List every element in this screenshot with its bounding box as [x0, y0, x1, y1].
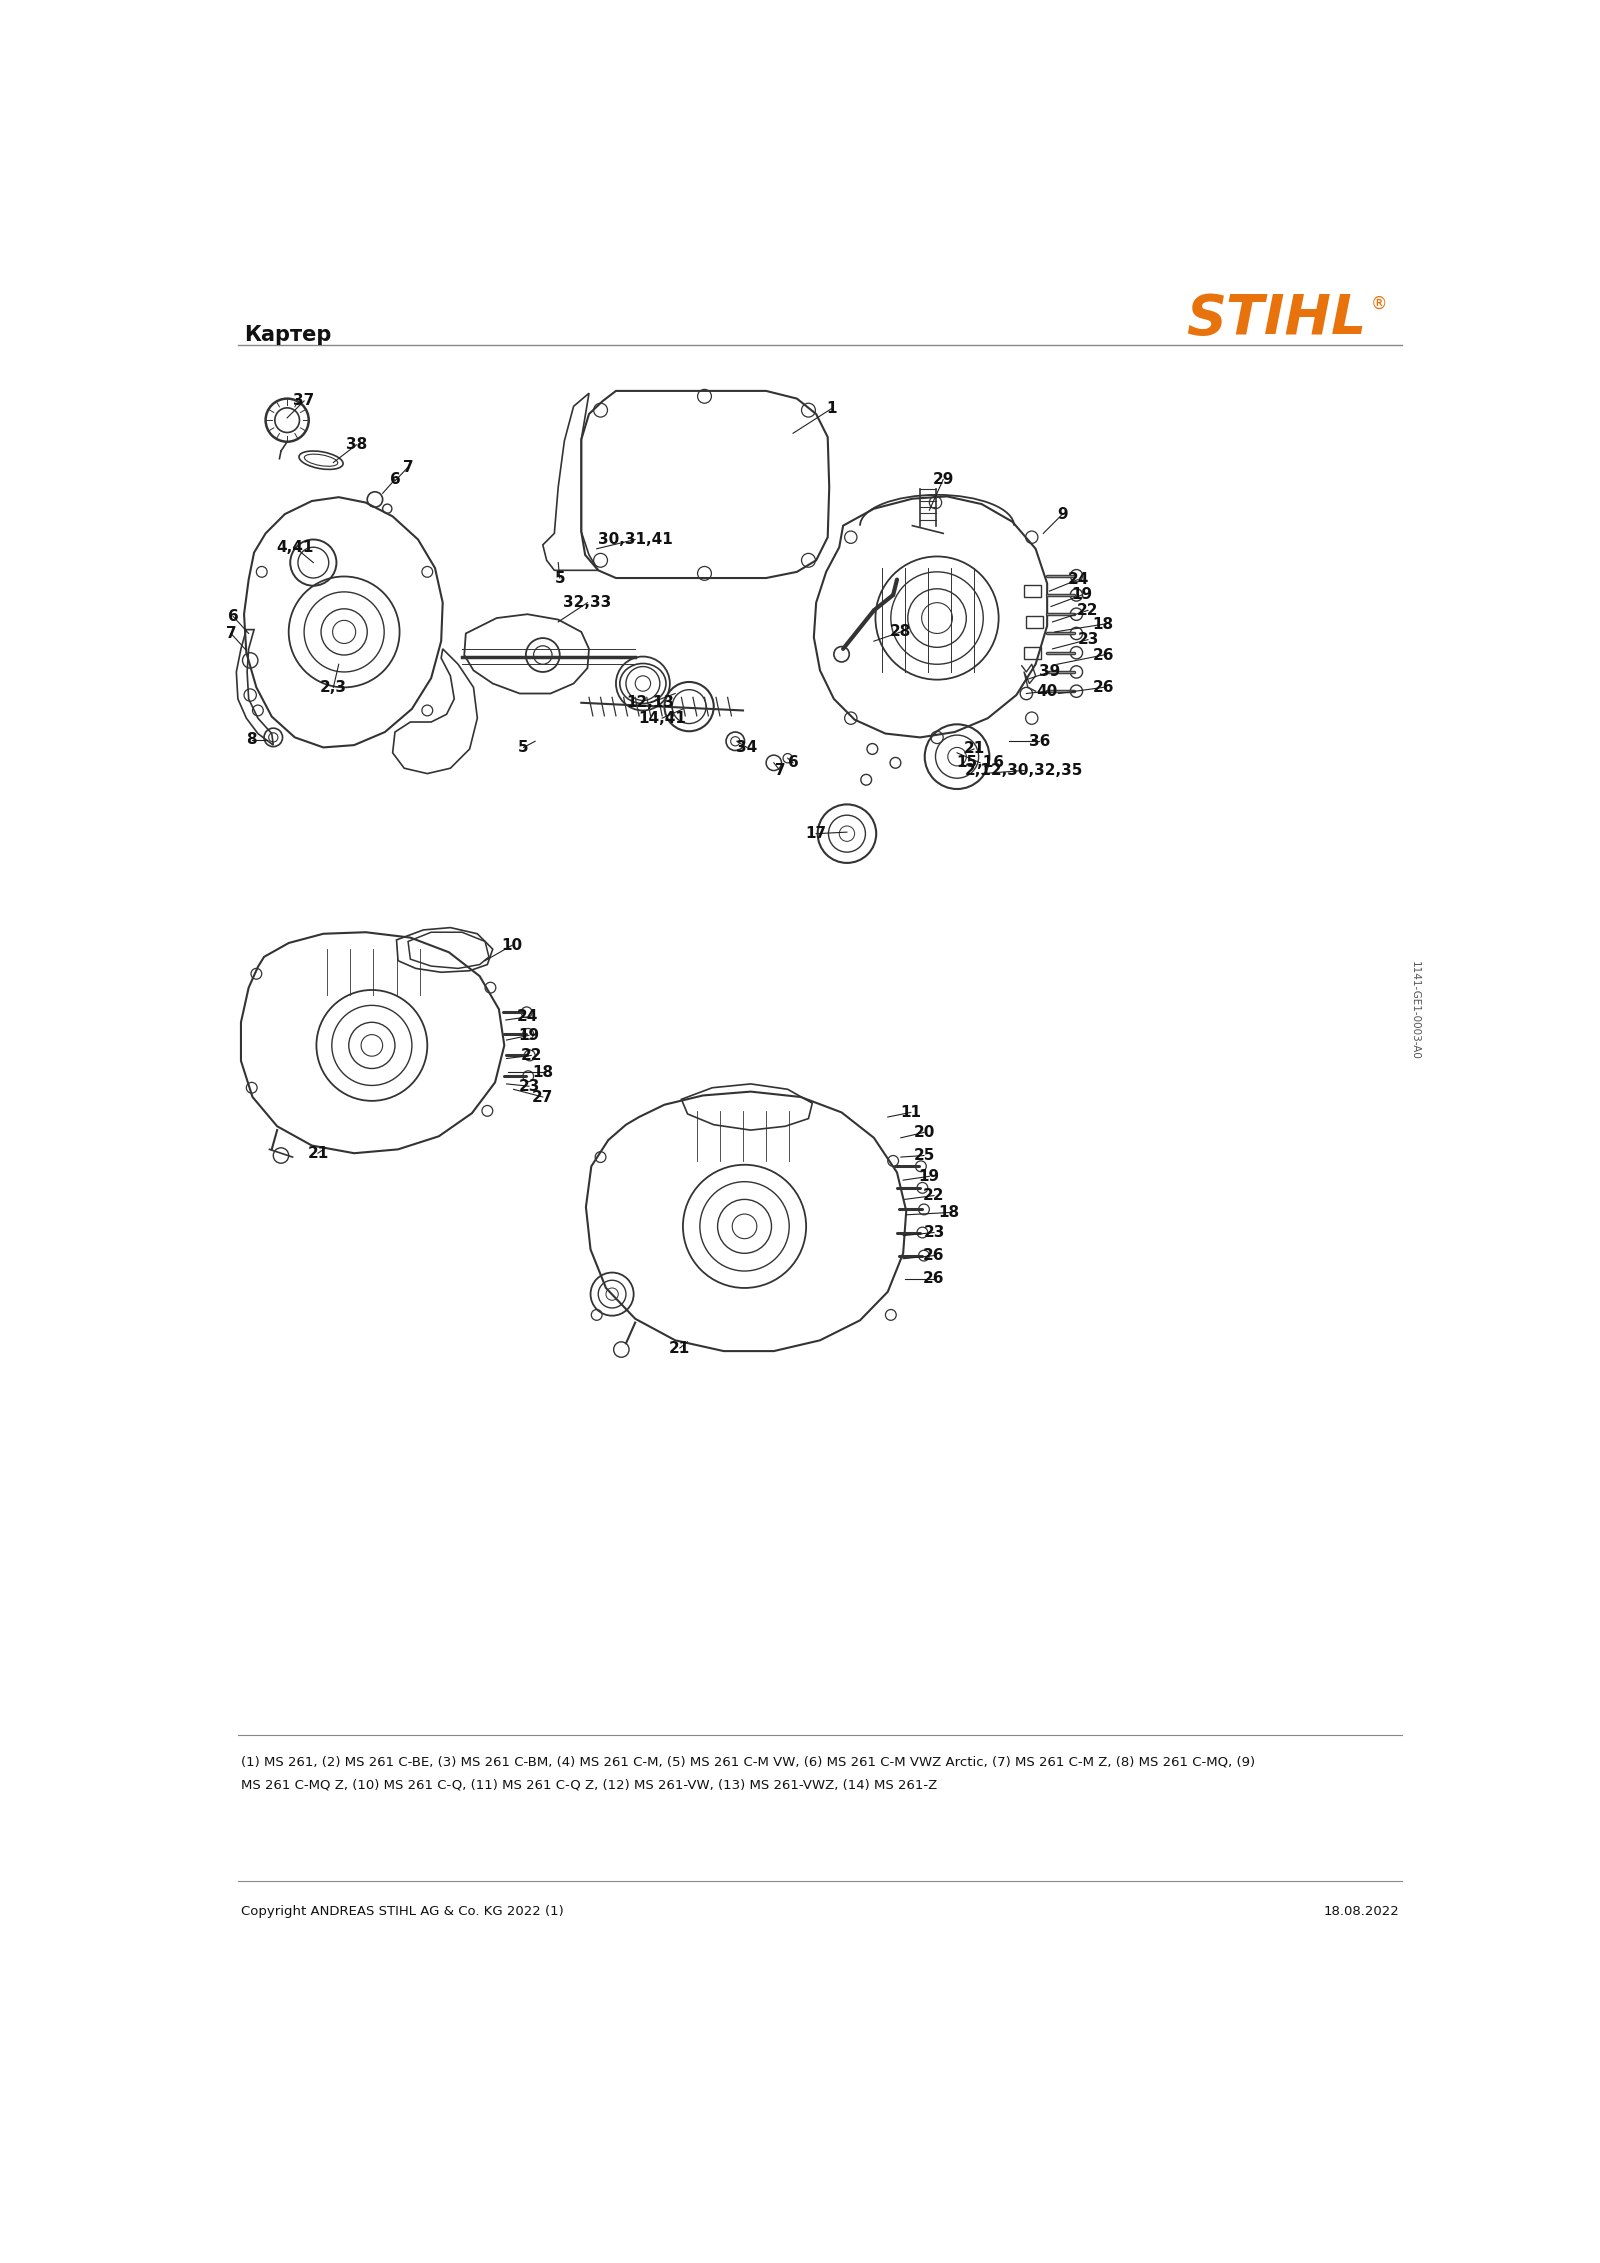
Text: 36: 36	[1029, 733, 1050, 749]
Text: STIHL: STIHL	[1186, 292, 1366, 346]
Text: 9: 9	[1058, 507, 1067, 520]
Text: 22: 22	[1077, 602, 1099, 618]
Text: 23: 23	[923, 1224, 944, 1240]
Text: Copyright ANDREAS STIHL AG & Co. KG 2022 (1): Copyright ANDREAS STIHL AG & Co. KG 2022…	[242, 1905, 563, 1919]
Text: 20: 20	[914, 1125, 934, 1141]
Text: 26: 26	[1093, 679, 1114, 695]
Text: 19: 19	[1072, 588, 1093, 602]
Text: 26: 26	[923, 1249, 944, 1263]
Text: 10: 10	[501, 937, 523, 953]
Text: 21: 21	[307, 1145, 328, 1161]
Text: 25: 25	[914, 1147, 934, 1163]
Text: 23: 23	[1077, 631, 1099, 647]
Text: 34: 34	[736, 740, 757, 756]
Text: 1: 1	[826, 401, 837, 416]
Text: 6: 6	[389, 473, 400, 487]
Text: 1141-GE1-0003-A0: 1141-GE1-0003-A0	[1410, 962, 1419, 1059]
Text: 30,31,41: 30,31,41	[598, 532, 672, 548]
Text: Картер: Картер	[245, 324, 331, 344]
Text: 12,13: 12,13	[627, 695, 675, 711]
Text: ®: ®	[1371, 294, 1387, 312]
Text: 22: 22	[520, 1048, 542, 1064]
Text: 29: 29	[933, 473, 954, 487]
Text: 19: 19	[918, 1168, 939, 1184]
Text: 2,12,30,32,35: 2,12,30,32,35	[965, 763, 1083, 778]
Text: 5: 5	[518, 740, 530, 756]
Text: 23: 23	[518, 1079, 539, 1093]
Text: 22: 22	[923, 1188, 944, 1204]
Text: 18.08.2022: 18.08.2022	[1323, 1905, 1398, 1919]
Text: 8: 8	[246, 733, 258, 747]
Text: 6: 6	[787, 756, 798, 769]
Text: 24: 24	[517, 1009, 538, 1025]
Text: 18: 18	[533, 1066, 554, 1079]
Text: 7: 7	[226, 627, 237, 640]
Text: 7: 7	[403, 459, 413, 475]
Text: 37: 37	[293, 394, 315, 407]
Bar	[1024, 647, 1042, 659]
Text: 40: 40	[1037, 683, 1058, 699]
Text: 21: 21	[963, 742, 984, 756]
Text: 38: 38	[346, 437, 366, 453]
Text: 2,3: 2,3	[320, 679, 347, 695]
Text: 28: 28	[890, 625, 912, 640]
Bar	[1024, 584, 1042, 597]
Text: 14,41: 14,41	[638, 711, 686, 726]
Bar	[1026, 616, 1043, 629]
Text: 19: 19	[518, 1027, 539, 1043]
Text: 6: 6	[227, 609, 238, 625]
Text: 4,41: 4,41	[277, 539, 314, 554]
Text: 17: 17	[805, 826, 827, 842]
Text: 18: 18	[939, 1204, 960, 1220]
Text: 15,16: 15,16	[957, 756, 1005, 769]
Text: 32,33: 32,33	[563, 595, 611, 611]
Text: 18: 18	[1093, 618, 1114, 631]
Text: 24: 24	[1067, 573, 1088, 586]
Text: 27: 27	[533, 1089, 554, 1104]
Text: 11: 11	[901, 1104, 922, 1120]
Text: 26: 26	[923, 1272, 944, 1285]
Text: 5: 5	[555, 570, 565, 586]
Text: 21: 21	[669, 1340, 691, 1356]
Text: 7: 7	[774, 763, 786, 778]
Text: 26: 26	[1093, 647, 1114, 663]
Text: 39: 39	[1038, 665, 1061, 679]
Text: MS 261 C-MQ Z, (10) MS 261 C-Q, (11) MS 261 C-Q Z, (12) MS 261-VW, (13) MS 261-V: MS 261 C-MQ Z, (10) MS 261 C-Q, (11) MS …	[242, 1779, 938, 1790]
Text: (1) MS 261, (2) MS 261 C-BE, (3) MS 261 C-BM, (4) MS 261 C-M, (5) MS 261 C-M VW,: (1) MS 261, (2) MS 261 C-BE, (3) MS 261 …	[242, 1756, 1254, 1767]
